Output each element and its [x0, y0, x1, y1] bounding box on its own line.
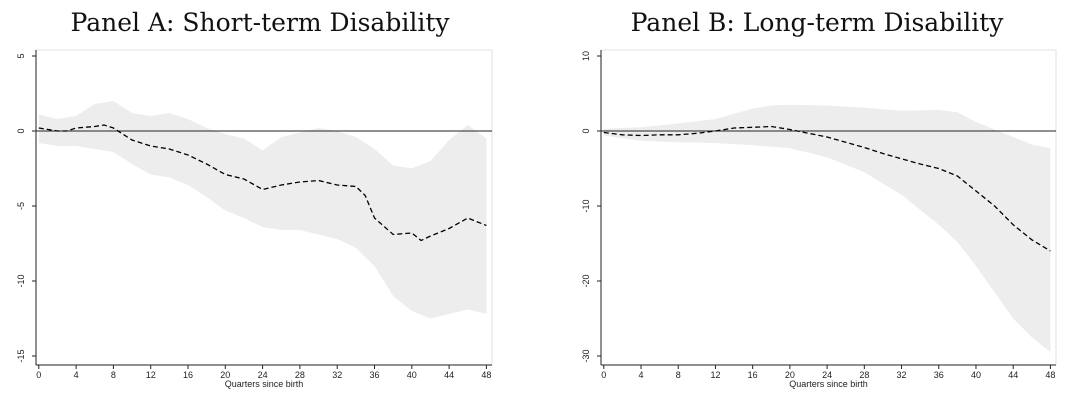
- panel-b-y-tick-label: -10: [581, 199, 591, 212]
- panel-b-chart: 100-10-20-300 4 8 12 16 20 24 28 32 36 40 44 48Quart…: [581, 49, 1057, 389]
- panel-b-y-tick-label: 10: [581, 51, 591, 61]
- panel-a-x-tick-label: 0: [36, 370, 41, 380]
- panel-b: Panel B: Long-term Disability 10 0 -10 -20 -…: [567, 0, 1067, 401]
- panel-a-confidence-band: [38, 101, 487, 319]
- panel-a-x-tick-label: 4: [74, 370, 79, 380]
- panel-b-x-tick-label: 12: [710, 370, 720, 380]
- panel-b-x-tick-label: 0: [601, 370, 606, 380]
- panel-b-y-tick-label: -30: [581, 349, 591, 362]
- panel-b-series-line-0: [603, 125, 1051, 252]
- panel-b-x-tick-label: 40: [971, 370, 981, 380]
- panel-a: Panel A: Short-term Disability 5 0 -5 -10 -1…: [0, 0, 520, 401]
- panel-a-x-tick-label: 8: [111, 370, 116, 380]
- panel-b-x-tick-label: 28: [859, 370, 869, 380]
- panel-a-y-tick-label: -15: [16, 349, 26, 362]
- panel-b-x-tick-label: 32: [897, 370, 907, 380]
- panel-a-y-tick-label: -5: [16, 202, 26, 210]
- panel-b-x-tick-label: 48: [1045, 370, 1055, 380]
- panel-a-x-tick-label: 36: [369, 370, 379, 380]
- panel-a-x-axis-label: Quarters since birth: [225, 379, 304, 389]
- panel-b-confidence-band: [603, 104, 1051, 353]
- panel-b-x-tick-label: 36: [934, 370, 944, 380]
- panel-b-y-tick-label: -20: [581, 274, 591, 287]
- panel-b-x-tick-label: 20: [785, 370, 795, 380]
- panel-a-title: Panel A: Short-term Disability: [70, 8, 450, 37]
- panel-a-y-tick-label: 5: [16, 53, 26, 58]
- panel-b-x-tick-label: 16: [748, 370, 758, 380]
- panel-a-x-tick-label: 32: [332, 370, 342, 380]
- panel-a-x-tick-label: 48: [481, 370, 491, 380]
- panel-b-y-tick-label: 0: [581, 128, 591, 133]
- panel-a-x-tick-label: 12: [146, 370, 156, 380]
- panel-a-chart: 50-5-10-150 4 8 12 16 20 24 28 32 36 40 44 48Quarter…: [16, 49, 493, 389]
- panel-a-x-tick-label: 24: [258, 370, 268, 380]
- panel-b-x-axis-label: Quarters since birth: [789, 379, 868, 389]
- panel-a-x-tick-label: 40: [407, 370, 417, 380]
- panel-a-x-tick-label: 20: [220, 370, 230, 380]
- panel-a-y-tick-label: -10: [16, 274, 26, 287]
- panel-b-x-tick-label: 24: [822, 370, 832, 380]
- panel-a-x-tick-label: 44: [444, 370, 454, 380]
- panel-a-y-tick-label: 0: [16, 128, 26, 133]
- panel-b-x-tick-label: 4: [639, 370, 644, 380]
- panel-a-x-tick-label: 16: [183, 370, 193, 380]
- panel-b-title: Panel B: Long-term Disability: [630, 8, 1004, 37]
- panel-b-x-tick-label: 44: [1008, 370, 1018, 380]
- panel-a-x-tick-label: 28: [295, 370, 305, 380]
- panel-b-x-tick-label: 8: [676, 370, 681, 380]
- panel-a-series-line-0: [38, 124, 487, 242]
